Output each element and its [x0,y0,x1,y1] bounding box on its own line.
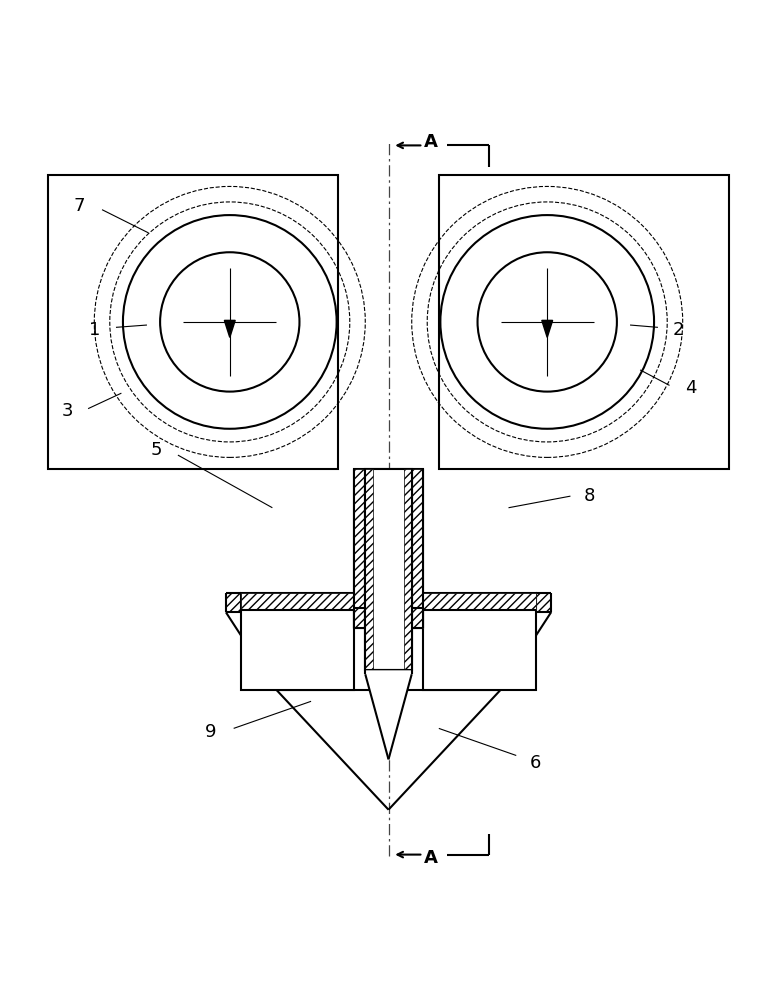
Text: 1: 1 [89,321,100,339]
Bar [423,593,535,610]
Polygon shape [542,320,552,337]
Bar [409,469,423,628]
Polygon shape [365,670,412,759]
Text: 4: 4 [685,379,696,397]
Bar [242,593,354,690]
Text: 2: 2 [673,321,685,339]
Text: 6: 6 [530,754,542,772]
Text: 8: 8 [584,487,595,505]
Text: 3: 3 [61,402,73,420]
Bar [404,469,412,670]
Bar [365,469,412,670]
Polygon shape [225,320,235,337]
Ellipse shape [441,215,654,429]
Bar [423,593,535,690]
Bar [354,469,368,628]
Bar [48,175,338,469]
Text: 7: 7 [73,197,85,215]
Bar [365,469,373,670]
Bar [535,593,551,612]
Ellipse shape [160,252,299,392]
Text: A: A [424,849,438,867]
Text: A: A [424,133,438,151]
Text: 9: 9 [204,723,216,741]
Bar [226,593,242,612]
Bar [439,175,729,469]
Bar [354,469,423,628]
Bar [242,593,354,610]
Ellipse shape [123,215,336,429]
Ellipse shape [478,252,617,392]
Text: 5: 5 [151,441,162,459]
